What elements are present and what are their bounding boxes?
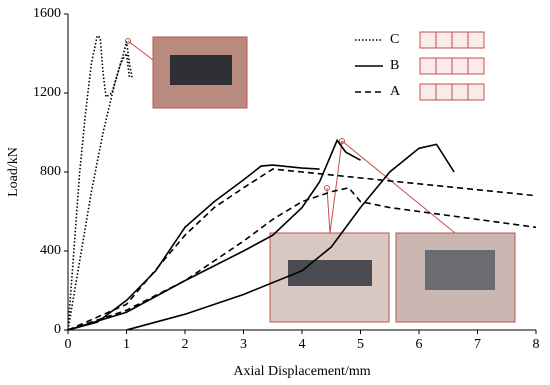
series-line [67, 41, 134, 331]
series-line [67, 138, 361, 331]
y-tick-label: 400 [40, 243, 61, 258]
photo-specimen [425, 250, 495, 290]
x-tick-label: 4 [299, 337, 306, 352]
series-line [67, 164, 320, 331]
x-tick-label: 6 [416, 337, 423, 352]
x-tick-label: 0 [65, 337, 72, 352]
x-tick-label: 5 [357, 337, 364, 352]
x-tick-label: 8 [533, 337, 540, 352]
legend-label: C [390, 32, 399, 47]
x-tick-label: 3 [240, 337, 247, 352]
y-tick-label: 1600 [33, 6, 61, 21]
x-tick-label: 2 [182, 337, 189, 352]
y-tick-label: 0 [54, 322, 61, 337]
photo-specimen [170, 55, 232, 85]
y-tick-label: 800 [40, 164, 61, 179]
x-tick-label: 7 [474, 337, 481, 352]
legend-label: A [390, 84, 401, 99]
series-line [67, 186, 537, 331]
photo-specimen [288, 260, 372, 286]
series-line [67, 168, 537, 331]
annotations [125, 38, 456, 234]
x-axis-label: Axial Displacement/mm [233, 364, 370, 379]
legend-label: B [390, 58, 399, 73]
y-axis-label: Load/kN [6, 147, 21, 197]
series-line [126, 143, 455, 331]
y-tick-label: 1200 [33, 85, 61, 100]
x-tick-label: 1 [123, 337, 130, 352]
series-line [67, 34, 131, 331]
